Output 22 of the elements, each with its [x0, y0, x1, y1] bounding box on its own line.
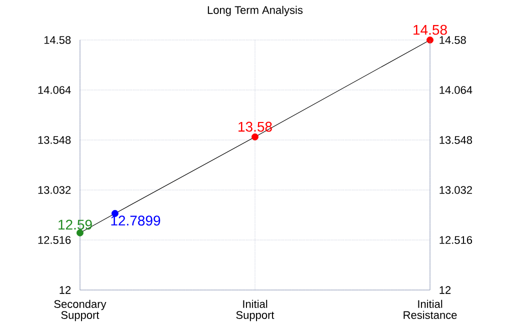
y-tick-label: 14.58 — [44, 36, 71, 44]
point — [426, 36, 434, 44]
data-label: 14.58 — [414, 24, 447, 35]
data-label: 12.7899 — [111, 216, 160, 226]
y2-tick-label: 14.58 — [440, 36, 466, 44]
x-tick-label: Initial Support — [236, 300, 274, 322]
y2-tick-label: 14.064 — [440, 86, 472, 94]
data-label: 13.58 — [238, 122, 272, 132]
chart-title: Long Term Analysis — [208, 6, 303, 16]
data-label: 12.59 — [58, 220, 92, 230]
y2-tick-label: 13.548 — [440, 136, 472, 144]
y-tick-label: 12 — [60, 286, 71, 294]
y-tick-label: 13.548 — [38, 136, 71, 144]
y-tick-label: 12.516 — [38, 236, 71, 244]
y-tick-label: 13.032 — [38, 186, 71, 194]
x-tick-label: Initial Resistance — [404, 300, 457, 319]
x-tick-label: Secondary Support — [54, 300, 106, 322]
y2-tick-label: 12.516 — [440, 236, 472, 244]
y2-tick-label: 12 — [440, 286, 451, 294]
y-tick-label: 14.064 — [38, 86, 71, 94]
y2-tick-label: 13.032 — [440, 186, 472, 194]
point — [252, 133, 258, 140]
